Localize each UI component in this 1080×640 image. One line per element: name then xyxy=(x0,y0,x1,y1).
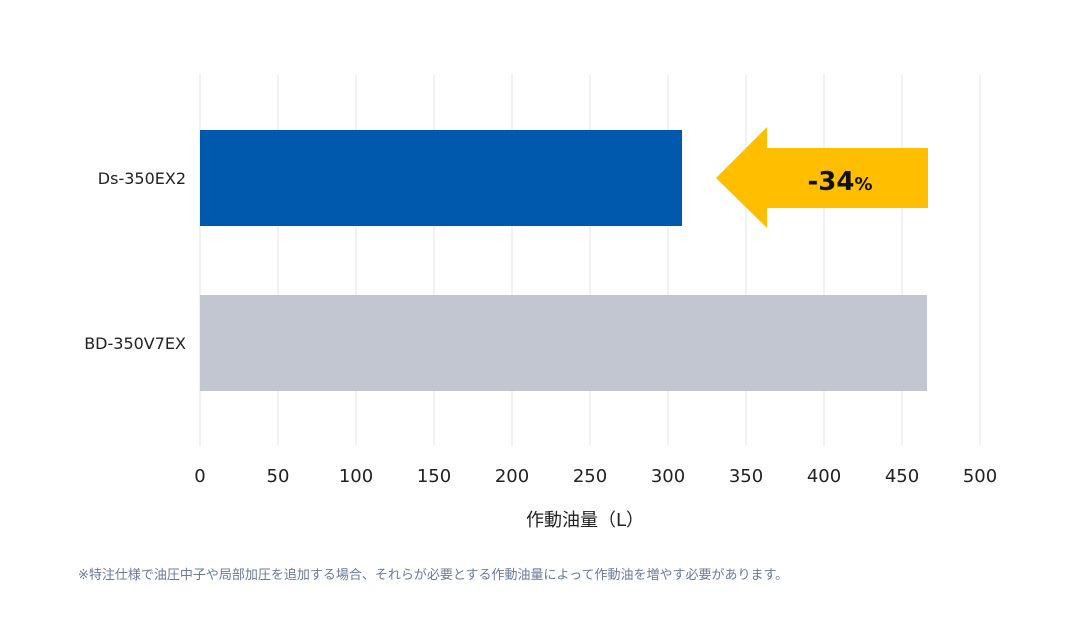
x-tick-label-250: 250 xyxy=(573,466,607,487)
x-tick-label-400: 400 xyxy=(807,466,841,487)
bars xyxy=(200,130,927,391)
x-tick-label-200: 200 xyxy=(495,466,529,487)
bar-Ds-350EX2 xyxy=(200,130,683,226)
x-tick-label-500: 500 xyxy=(963,466,997,487)
reduction-label: -34% xyxy=(807,167,872,197)
x-axis-title: 作動油量（L） xyxy=(526,510,644,531)
arrow-shape xyxy=(716,127,928,228)
x-tick-label-50: 50 xyxy=(267,466,290,487)
x-tick-label-300: 300 xyxy=(651,466,685,487)
x-tick-label-150: 150 xyxy=(417,466,451,487)
category-label-BD-350V7EX: BD-350V7EX xyxy=(84,334,186,353)
bar-BD-350V7EX xyxy=(200,295,927,391)
reduction-unit: % xyxy=(854,174,872,195)
footnote: ※特注仕様で油圧中子や局部加圧を追加する場合、それらが必要とする作動油量によって… xyxy=(78,568,789,583)
reduction-arrow: -34% xyxy=(716,127,928,228)
x-tick-label-450: 450 xyxy=(885,466,919,487)
tick-labels: 0 50 100 150 200 250 300 350 400 450 500 xyxy=(194,466,997,487)
x-tick-label-100: 100 xyxy=(339,466,373,487)
reduction-value: -34 xyxy=(807,167,854,197)
x-tick-label-0: 0 xyxy=(194,466,205,487)
x-tick-label-350: 350 xyxy=(729,466,763,487)
category-labels: Ds-350EX2 BD-350V7EX xyxy=(84,169,186,353)
category-label-Ds-350EX2: Ds-350EX2 xyxy=(98,169,186,188)
